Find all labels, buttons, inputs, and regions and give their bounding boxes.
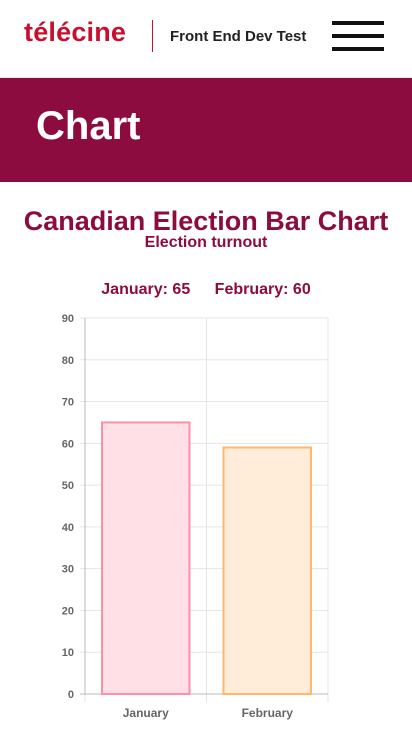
x-tick-label: February [242, 706, 294, 720]
page-banner: Chart [0, 78, 412, 182]
legend-february: February: 60 [214, 281, 311, 298]
page-title: Chart [36, 104, 141, 148]
top-nav: télécine Front End Dev Test [0, 0, 412, 78]
y-tick-label: 0 [68, 689, 74, 701]
y-tick-label: 20 [62, 605, 74, 617]
legend-january: January: 65 [101, 281, 191, 298]
y-tick-label: 50 [62, 480, 74, 492]
telecine-logo[interactable]: télécine [24, 17, 127, 47]
y-tick-label: 60 [62, 438, 74, 450]
hamburger-menu-icon[interactable] [332, 21, 384, 53]
bar-chart: 0 10 20 30 40 50 60 70 80 90 January February [62, 313, 329, 720]
chart-legend: January: 65 February: 60 [0, 281, 412, 299]
header-divider [152, 20, 153, 52]
y-tick-label: 40 [62, 522, 74, 534]
y-tick-label: 30 [62, 564, 74, 576]
chart-title: Canadian Election Bar Chart [23, 206, 389, 236]
header-subtitle: Front End Dev Test [170, 28, 307, 45]
bar-february [222, 446, 312, 695]
hamburger-line [332, 47, 384, 51]
hamburger-line [332, 34, 384, 38]
bar-january [101, 421, 191, 695]
y-tick-label: 80 [62, 355, 74, 367]
chart-subtitle: Election turnout [144, 234, 268, 251]
y-tick-label: 90 [62, 313, 74, 325]
y-tick-label: 10 [62, 647, 74, 659]
y-tick-label: 70 [62, 397, 74, 409]
hamburger-line [332, 21, 384, 25]
x-tick-label: January [123, 706, 169, 720]
